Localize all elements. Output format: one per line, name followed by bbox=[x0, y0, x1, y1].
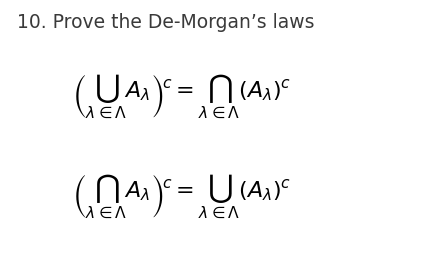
Text: $\left(\bigcap_{\lambda\in\Lambda} A_{\lambda}\right)^{\!c} = \bigcup_{\lambda\i: $\left(\bigcap_{\lambda\in\Lambda} A_{\l… bbox=[72, 172, 291, 221]
Text: $\left(\bigcup_{\lambda\in\Lambda} A_{\lambda}\right)^{\!c} = \bigcap_{\lambda\i: $\left(\bigcup_{\lambda\in\Lambda} A_{\l… bbox=[72, 73, 291, 121]
Text: 10. Prove the De-Morgan’s laws: 10. Prove the De-Morgan’s laws bbox=[17, 13, 315, 32]
